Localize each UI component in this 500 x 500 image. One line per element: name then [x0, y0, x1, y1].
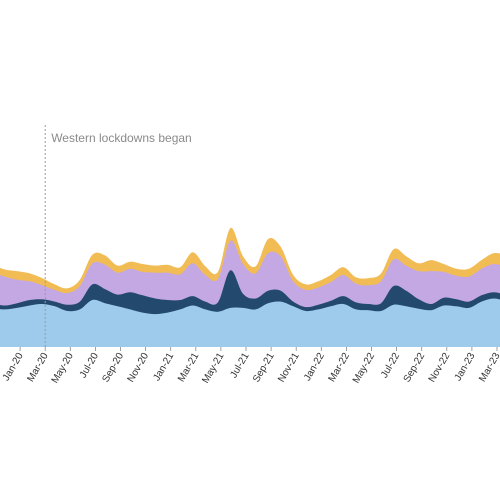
area-layer-light-blue [0, 298, 500, 347]
x-tick-label: Jul-20 [78, 351, 101, 380]
x-tick-label: May-22 [351, 351, 377, 386]
x-tick-label: Jul-22 [379, 351, 402, 380]
x-tick-label: Sep-21 [251, 351, 277, 385]
x-tick-label: Nov-22 [427, 351, 453, 385]
x-tick-label: Jul-21 [228, 351, 251, 380]
x-tick-label: Jan-22 [302, 351, 327, 383]
x-tick-label: Sep-22 [402, 351, 428, 385]
x-tick-label: Mar-22 [327, 351, 353, 384]
x-tick-label: May-21 [200, 351, 226, 386]
x-tick-label: Jan-21 [151, 351, 176, 383]
x-tick-label: Mar-20 [25, 351, 51, 384]
annotation-label: Western lockdowns began [51, 131, 192, 145]
x-tick-label: Jan-23 [453, 351, 478, 383]
x-axis-ticks: Nov-19Jan-20Mar-20May-20Jul-20Sep-20Nov-… [0, 347, 500, 385]
x-tick-label: Mar-23 [477, 351, 500, 384]
area-layers [0, 227, 500, 347]
x-tick-label: Sep-20 [100, 351, 126, 385]
x-tick-label: Nov-20 [126, 351, 152, 385]
x-tick-label: Jan-20 [1, 351, 26, 383]
x-tick-label: Nov-19 [0, 351, 1, 385]
x-tick-label: May-20 [50, 351, 76, 386]
x-tick-label: Nov-21 [276, 351, 302, 385]
x-tick-label: Mar-21 [176, 351, 202, 384]
